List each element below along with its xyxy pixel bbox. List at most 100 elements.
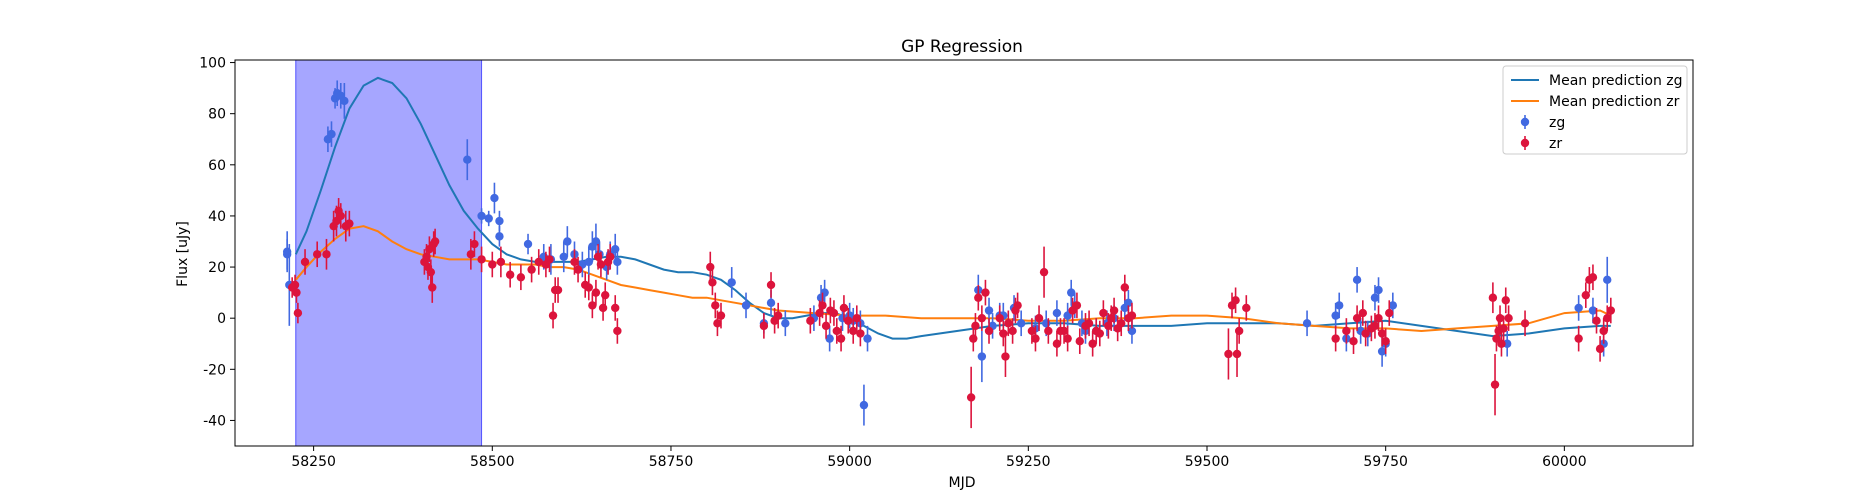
point-zr — [1342, 326, 1351, 336]
point-zr — [1004, 319, 1013, 328]
point-zr — [1352, 313, 1362, 323]
point-zr — [1234, 326, 1244, 336]
point-zg — [1588, 306, 1598, 315]
x-tick-label: 58750 — [649, 454, 694, 470]
point-zr — [1499, 324, 1508, 333]
point-zr — [1052, 339, 1062, 348]
point-zr — [766, 280, 776, 290]
series-zg — [282, 80, 1612, 426]
point-zg — [591, 237, 601, 246]
point-zr — [1109, 306, 1119, 315]
point-zr — [470, 239, 479, 249]
legend-label: zr — [1549, 136, 1562, 152]
point-zg — [559, 252, 568, 262]
series-zr — [287, 198, 1616, 429]
y-tick-label: 40 — [208, 209, 226, 225]
y-tick-label: -40 — [203, 413, 226, 429]
point-zr — [322, 250, 331, 259]
point-zg — [1016, 319, 1026, 328]
point-zr — [1127, 311, 1137, 320]
point-zr — [596, 260, 606, 269]
point-zr — [806, 316, 815, 325]
point-zr — [836, 334, 846, 343]
point-zr — [553, 285, 563, 295]
point-zr — [336, 211, 345, 221]
point-zr — [977, 313, 987, 323]
point-zr — [1027, 326, 1037, 336]
point-zr — [611, 303, 620, 313]
point-zg — [490, 193, 499, 203]
point-zr — [971, 321, 980, 331]
x-axis-label: MJD — [949, 475, 976, 491]
point-zr — [1574, 334, 1583, 343]
point-zr — [1034, 313, 1044, 323]
point-zg — [584, 257, 593, 267]
point-zg — [1574, 303, 1583, 313]
point-zr — [488, 260, 497, 269]
point-zr — [1099, 308, 1108, 318]
point-zr — [821, 321, 831, 331]
point-zr — [1072, 301, 1082, 310]
point-zr — [1488, 293, 1498, 302]
point-zr — [1095, 329, 1104, 338]
point-zr — [966, 393, 976, 402]
point-zr — [759, 321, 769, 331]
point-zg — [825, 334, 834, 343]
point-zr — [345, 219, 354, 228]
point-zr — [711, 301, 720, 310]
point-zg — [1370, 293, 1380, 302]
point-zr — [534, 257, 543, 267]
point-zr — [548, 311, 558, 320]
point-zr — [1039, 267, 1049, 277]
point-zr — [981, 288, 990, 297]
point-zg — [727, 278, 736, 287]
legend: Mean prediction zg Mean prediction zr zg zr — [1502, 65, 1688, 155]
point-zr — [716, 311, 726, 320]
point-zr — [844, 316, 853, 325]
point-zr — [1059, 326, 1069, 336]
plot-area — [282, 60, 1616, 446]
point-zr — [1603, 313, 1612, 323]
point-zr — [1013, 301, 1022, 310]
x-tick-label: 59500 — [1185, 454, 1230, 470]
point-zr — [573, 265, 583, 274]
x-tick-label: 58250 — [291, 454, 336, 470]
point-zr — [1377, 329, 1387, 338]
legend-box — [1502, 65, 1688, 155]
point-zg — [477, 211, 486, 221]
point-zr — [545, 255, 554, 264]
y-tick-label: 0 — [217, 311, 226, 327]
point-zr — [1490, 380, 1500, 389]
y-tick-label: 80 — [208, 107, 226, 123]
point-zr — [1358, 308, 1368, 318]
point-zr — [1495, 313, 1505, 323]
point-zg — [741, 301, 751, 310]
point-zr — [1385, 308, 1394, 318]
point-zr — [1117, 319, 1126, 328]
point-zr — [984, 326, 994, 336]
point-zr — [1592, 316, 1601, 325]
point-zr — [974, 293, 983, 302]
point-zr — [601, 290, 610, 300]
point-zr — [1504, 313, 1513, 323]
point-zg — [859, 400, 869, 410]
point-zr — [1361, 329, 1370, 338]
point-zg — [1067, 288, 1076, 297]
y-tick-label: 60 — [208, 158, 226, 174]
line-mean-prediction-zg — [294, 76, 1611, 340]
axes: 58250 58500 58750 59000 59250 59500 59750 60000… — [199, 56, 1694, 470]
point-zr — [477, 255, 486, 264]
point-zg — [1331, 311, 1340, 320]
point-zg — [863, 334, 872, 343]
x-tick-label: 59750 — [1363, 454, 1408, 470]
point-zg — [523, 239, 533, 249]
point-zg — [977, 352, 987, 361]
point-zr — [527, 265, 536, 274]
point-zr — [1374, 313, 1383, 323]
point-zg — [781, 319, 790, 328]
point-zr — [829, 308, 839, 318]
plot-frame — [234, 59, 1694, 447]
point-zr — [1599, 326, 1608, 336]
point-zr — [292, 288, 301, 297]
